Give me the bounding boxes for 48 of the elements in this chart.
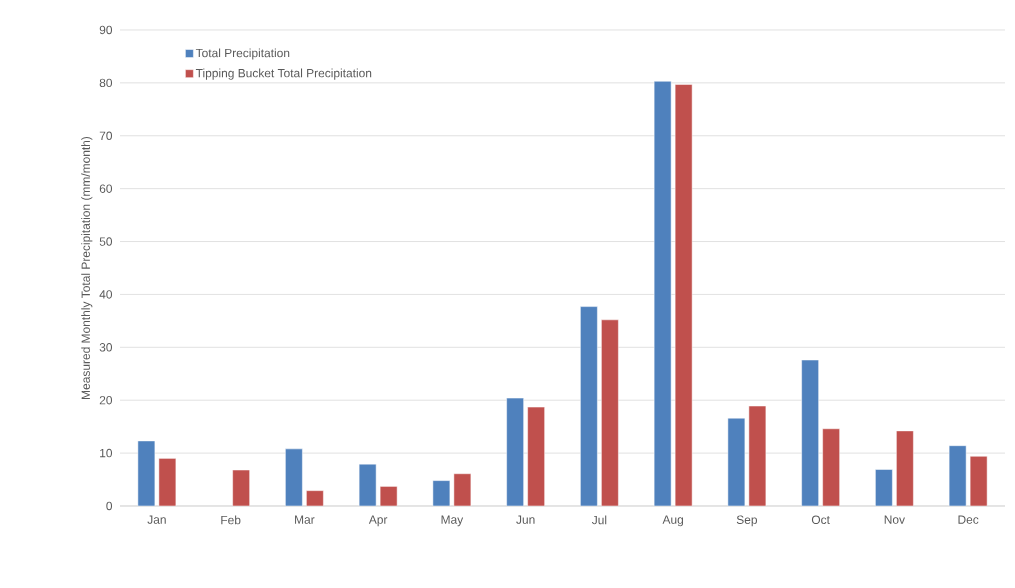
bar (432, 480, 451, 506)
x-tick-label: Oct (811, 515, 830, 524)
x-tick-label: Mar (295, 515, 315, 524)
y-tick-label: 0 (106, 501, 113, 511)
bar (379, 486, 398, 506)
bar (748, 405, 767, 506)
x-tick-label: Sep (736, 515, 758, 527)
bar (453, 473, 472, 506)
bar (896, 430, 914, 506)
y-tick-label: 50 (99, 237, 113, 246)
bar (158, 458, 177, 506)
x-tick-label: Nov (884, 515, 905, 524)
bar (875, 469, 893, 506)
x-tick-label: Jun (516, 515, 535, 524)
x-tick-label: Apr (368, 515, 388, 527)
y-tick-label: 30 (99, 343, 113, 352)
bar (969, 456, 988, 506)
bar (137, 440, 156, 506)
y-tick-label: 60 (99, 184, 113, 193)
y-tick-label: 70 (99, 131, 113, 140)
legend-label: Tipping Bucket Total Precipitation (195, 68, 372, 80)
x-tick-label: Feb (221, 515, 241, 525)
bar (801, 359, 819, 506)
bar (358, 463, 377, 506)
bar (727, 417, 746, 506)
y-tick-label: 10 (100, 448, 113, 458)
y-tick-label: 80 (99, 78, 113, 88)
legend-label: Total Precipitation (195, 48, 290, 60)
y-tick-label: 40 (99, 290, 113, 299)
x-tick-label: Jan (147, 515, 166, 524)
y-axis-title: Measured Monthly Total Precipitation (mm/month) (81, 136, 93, 399)
bar (306, 490, 324, 506)
bar (580, 306, 598, 506)
bar (506, 397, 524, 506)
x-tick-label: Dec (958, 515, 979, 524)
bar (822, 428, 840, 506)
y-tick-label: 90 (99, 25, 113, 35)
bar (653, 81, 672, 506)
bar (948, 445, 967, 506)
bar (285, 448, 303, 506)
x-tick-label: May (441, 515, 464, 527)
bar (232, 469, 250, 506)
x-tick-label: Aug (662, 515, 683, 527)
bar (601, 319, 619, 506)
x-tick-label: Jul (591, 515, 607, 525)
bar (527, 406, 545, 506)
y-tick-label: 20 (99, 395, 113, 405)
bar (674, 84, 693, 506)
